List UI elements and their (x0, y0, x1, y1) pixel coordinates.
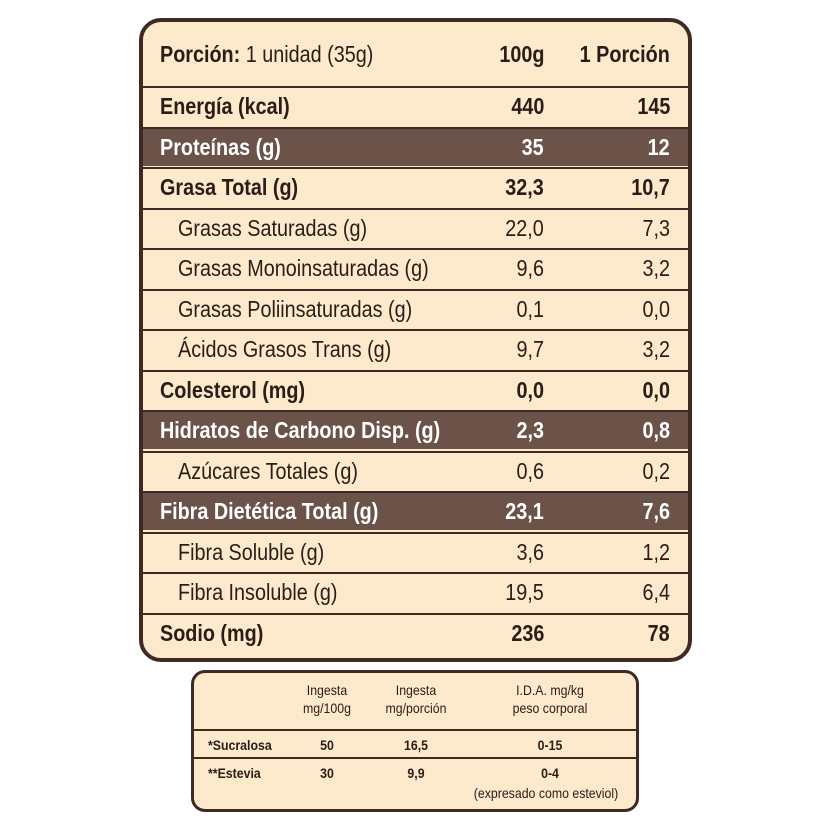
value-100g: 0,1 (516, 295, 544, 322)
stevia-note: (expresado como esteviol) (473, 785, 619, 801)
nutrient-row: Fibra Soluble (g) 3,6 1,2 (143, 531, 688, 571)
col-header-portion: 1 Porción (579, 40, 670, 67)
sweetener-value: 0-15 (537, 737, 563, 753)
nutrient-label: Grasa Total (g) (160, 174, 299, 200)
nutrient-label: Grasas Poliinsaturadas (g) (178, 295, 413, 322)
nutrient-row: Fibra Dietética Total (g) 23,1 7,6 (143, 491, 688, 530)
nutrient-row: Grasas Saturadas (g) 22,0 7,3 (143, 207, 688, 247)
nutrient-label: Azúcares Totales (g) (178, 457, 358, 484)
col-intake-100g-header: Ingesta mg/100g (303, 682, 351, 716)
value-100g: 35 (521, 133, 544, 160)
sweetener-value: 16,5 (404, 737, 428, 753)
nutrient-row: Grasas Monoinsaturadas (g) 9,6 3,2 (143, 248, 688, 287)
col-ida-header: I.D.A. mg/kg peso corporal (512, 682, 588, 716)
col-header-100g: 100g (498, 40, 544, 67)
col-intake-portion-header: Ingesta mg/porción (385, 682, 447, 716)
nutrient-label: Sodio (mg) (160, 619, 264, 646)
nutrient-row: Sodio (mg) 236 78 (143, 612, 688, 652)
value-100g: 440 (510, 93, 544, 119)
value-100g: 32,3 (505, 174, 544, 200)
serving-value: 1 unidad (35g) (245, 40, 374, 67)
nutrient-label: Fibra Insoluble (g) (178, 579, 338, 605)
sweetener-header: Ingesta mg/100g Ingesta mg/porción I.D.A… (194, 673, 636, 729)
value-portion: 78 (647, 619, 670, 646)
nutrient-label: Grasas Monoinsaturadas (g) (178, 255, 429, 281)
value-portion: 3,2 (642, 336, 670, 362)
value-portion: 0,2 (642, 457, 670, 484)
value-100g: 22,0 (505, 214, 544, 241)
table-header: Porción: 1 unidad (35g) 100g 1 Porción (143, 22, 688, 86)
value-portion: 0,0 (642, 295, 670, 322)
nutrient-label: Energía (kcal) (160, 93, 290, 119)
sweetener-name: *Sucralosa (208, 737, 272, 753)
nutrient-row: Grasa Total (g) 32,3 10,7 (143, 167, 688, 206)
value-100g: 9,7 (516, 336, 544, 362)
value-100g: 9,6 (516, 255, 544, 281)
value-portion: 6,4 (642, 579, 670, 605)
nutrient-label: Fibra Dietética Total (g) (160, 498, 379, 524)
nutrient-row: Hidratos de Carbono Disp. (g) 2,3 0,8 (143, 410, 688, 449)
value-100g: 2,3 (516, 417, 544, 443)
value-portion: 0,0 (642, 376, 670, 403)
value-100g: 236 (510, 619, 544, 646)
value-portion: 3,2 (642, 255, 670, 281)
value-100g: 0,6 (516, 457, 544, 484)
sweetener-value: 9,9 (407, 765, 425, 781)
value-100g: 19,5 (505, 579, 544, 605)
nutrient-label: Colesterol (mg) (160, 376, 306, 403)
sweetener-row-sucralosa: *Sucralosa 50 16,5 0-15 (194, 729, 636, 759)
value-portion: 0,8 (642, 417, 670, 443)
serving-label: Porción: (160, 40, 241, 67)
value-portion: 10,7 (631, 174, 670, 200)
value-portion: 7,3 (642, 214, 670, 241)
nutrient-label: Ácidos Grasos Trans (g) (178, 336, 392, 362)
nutrient-row: Colesterol (mg) 0,0 0,0 (143, 369, 688, 409)
value-100g: 23,1 (505, 498, 544, 524)
nutrition-table: Porción: 1 unidad (35g) 100g 1 Porción E… (139, 18, 692, 662)
value-100g: 0,0 (516, 376, 544, 403)
nutrient-label: Fibra Soluble (g) (178, 538, 325, 565)
value-100g: 3,6 (516, 538, 544, 565)
value-portion: 7,6 (642, 498, 670, 524)
sweetener-value: 30 (320, 765, 334, 781)
value-portion: 12 (647, 133, 670, 160)
sweetener-name: **Estevia (208, 765, 261, 781)
sweetener-table: Ingesta mg/100g Ingesta mg/porción I.D.A… (191, 670, 639, 812)
nutrient-row: Grasas Poliinsaturadas (g) 0,1 0,0 (143, 288, 688, 328)
sweetener-value: 0-4 (541, 765, 559, 781)
nutrient-row: Proteínas (g) 35 12 (143, 126, 688, 166)
sweetener-value: 50 (320, 737, 334, 753)
nutrient-row: Energía (kcal) 440 145 (143, 86, 688, 125)
nutrient-label: Grasas Saturadas (g) (178, 214, 368, 241)
sweetener-row-estevia: **Estevia 30 9,9 0-4 (expresado como est… (194, 757, 636, 809)
nutrient-label: Hidratos de Carbono Disp. (g) (160, 417, 441, 443)
value-portion: 1,2 (642, 538, 670, 565)
value-portion: 145 (636, 93, 670, 119)
nutrient-row: Azúcares Totales (g) 0,6 0,2 (143, 450, 688, 490)
nutrient-row: Fibra Insoluble (g) 19,5 6,4 (143, 572, 688, 611)
nutrient-label: Proteínas (g) (160, 133, 281, 160)
nutrient-row: Ácidos Grasos Trans (g) 9,7 3,2 (143, 329, 688, 368)
